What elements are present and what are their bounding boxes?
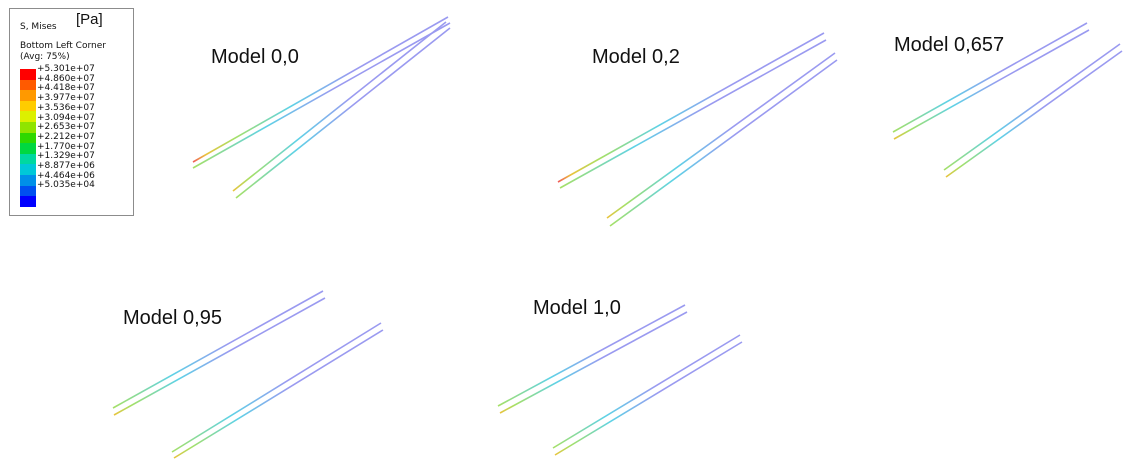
- legend-swatch: [20, 111, 36, 122]
- legend-swatch: [20, 164, 36, 175]
- legend-tick-label: +5.301e+07: [37, 64, 95, 74]
- legend-tick-label: +5.035e+04: [37, 180, 95, 191]
- legend-swatch: [20, 174, 36, 186]
- model-0-95-beams: [112, 290, 384, 459]
- legend-averaging: (Avg: 75%): [20, 52, 70, 62]
- beam-m1-a-upper: [557, 32, 825, 183]
- model-0-2-beams: [557, 32, 838, 227]
- beam-m1-a-lower: [559, 39, 827, 189]
- legend-tick-label: +3.094e+07: [37, 112, 95, 123]
- beam-m2-b-lower: [945, 50, 1123, 178]
- model-label-1-0: Model 1,0: [533, 297, 621, 319]
- beam-m3-b-upper: [171, 322, 382, 453]
- legend-swatch: [20, 132, 36, 144]
- beam-m0-a-lower: [192, 22, 451, 169]
- beam-m0-b-upper: [232, 21, 447, 192]
- beam-m3-a-lower: [113, 297, 326, 416]
- beam-m4-a-upper: [497, 304, 686, 407]
- beam-m2-a-upper: [892, 22, 1088, 133]
- legend-tick-label: +3.977e+07: [37, 93, 95, 104]
- legend-tick-labels: +5.301e+07 +4.860e+07 +4.418e+07 +3.977e+07…: [37, 64, 95, 191]
- beam-m4-a-lower: [499, 311, 688, 414]
- beam-m0-a-upper: [192, 16, 449, 163]
- legend-swatch: [20, 143, 36, 154]
- beam-m3-b-lower: [173, 329, 384, 459]
- legend-tick-label: +4.464e+06: [37, 170, 95, 181]
- beam-m3-a-upper: [112, 290, 324, 409]
- beam-m4-b-lower: [554, 341, 743, 456]
- model-label-0-0: Model 0,0: [211, 46, 299, 68]
- model-label-0-95: Model 0,95: [123, 307, 222, 329]
- model-1-0-beams: [497, 304, 743, 456]
- legend-swatch: [20, 69, 36, 80]
- beam-m2-b-upper: [943, 43, 1121, 171]
- legend-swatch: [20, 100, 36, 112]
- legend-tick-label: +8.877e+06: [37, 161, 95, 172]
- legend-swatch: [20, 79, 36, 91]
- legend-swatch: [20, 121, 36, 133]
- model-0-657-beams: [892, 22, 1123, 178]
- legend-location: Bottom Left Corner: [20, 41, 106, 51]
- legend-tick-label: +1.329e+07: [37, 151, 95, 162]
- model-label-0-657: Model 0,657: [894, 34, 1005, 56]
- stress-legend: S, Mises [Pa] Bottom Left Corner (Avg: 7…: [9, 8, 134, 216]
- model-label-0-2: Model 0,2: [592, 46, 680, 68]
- legend-color-scale: [20, 69, 40, 207]
- beam-m0-b-lower: [235, 27, 451, 199]
- beam-m4-b-upper: [552, 334, 741, 449]
- legend-variable: S, Mises: [20, 22, 57, 32]
- beam-m1-b-upper: [606, 52, 836, 219]
- legend-tick-label: +4.860e+07: [37, 73, 95, 84]
- legend-tick-label: +2.653e+07: [37, 122, 95, 133]
- legend-swatch: [20, 153, 36, 165]
- legend-tick-label: +4.418e+07: [37, 83, 95, 94]
- legend-swatch: [20, 196, 36, 207]
- legend-unit: [Pa]: [76, 11, 103, 28]
- legend-swatch: [20, 90, 36, 101]
- legend-tick-label: +2.212e+07: [37, 131, 95, 142]
- model-0-0-beams: [192, 16, 451, 199]
- beam-m1-b-lower: [609, 59, 838, 227]
- legend-tick-label: +3.536e+07: [37, 102, 95, 113]
- beam-m2-a-lower: [893, 29, 1090, 140]
- legend-tick-label: +1.770e+07: [37, 141, 95, 152]
- legend-swatch: [20, 185, 36, 197]
